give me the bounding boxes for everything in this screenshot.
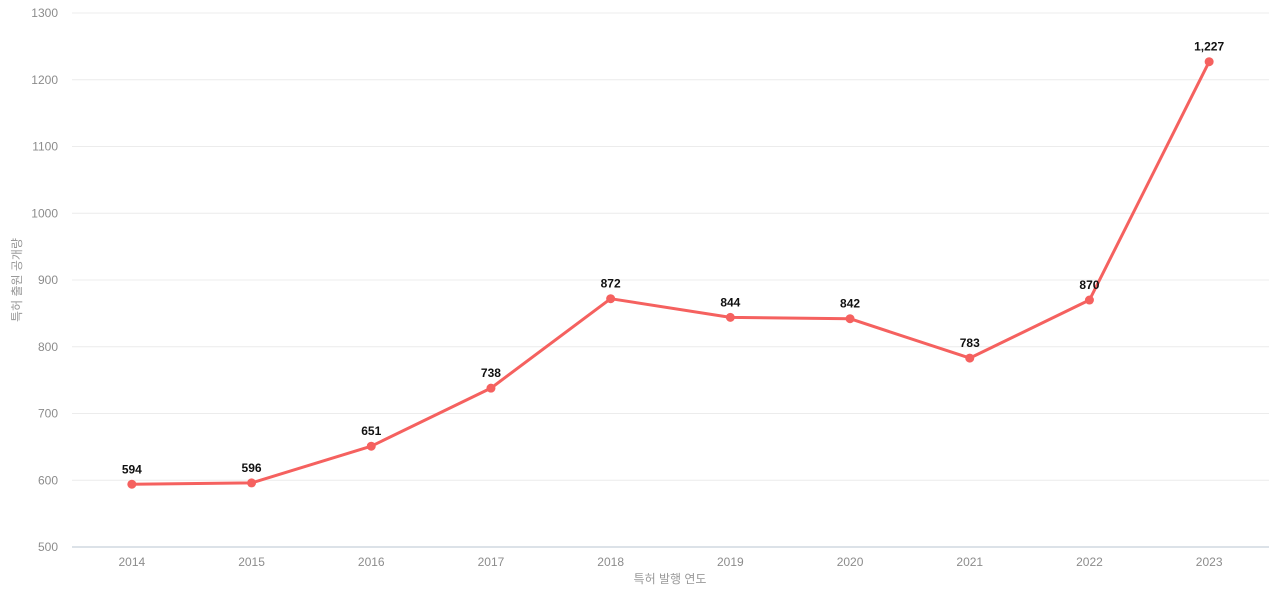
y-tick-label: 1100: [32, 140, 58, 154]
y-tick-label: 1300: [31, 6, 58, 20]
point-labels-layer: 594 596 651 738 872 844 842 783 870 1,227: [122, 40, 1225, 477]
x-tick-label: 2019: [717, 555, 744, 569]
x-tick-label: 2023: [1196, 555, 1223, 569]
y-ticks-layer: 500 600 700 800 900 1000 1100 1200 1300: [31, 6, 58, 554]
data-point[interactable]: [606, 294, 616, 304]
x-tick-label: 2016: [358, 555, 385, 569]
x-tick-label: 2017: [478, 555, 505, 569]
data-point-label: 738: [481, 366, 501, 380]
data-point[interactable]: [725, 312, 735, 322]
data-point-label: 844: [720, 295, 740, 309]
data-point-label: 872: [601, 277, 621, 291]
data-point[interactable]: [127, 479, 137, 489]
data-point[interactable]: [1204, 57, 1214, 67]
x-ticks-layer: 2014 2015 2016 2017 2018 2019 2020 2021 2022 2023: [118, 555, 1222, 569]
x-axis-title: 특허 발행 연도: [634, 571, 707, 586]
data-point-label: 596: [242, 461, 262, 475]
x-tick-label: 2015: [238, 555, 265, 569]
data-point[interactable]: [1084, 295, 1094, 305]
data-point-label: 783: [960, 336, 980, 350]
data-point-label: 842: [840, 297, 860, 311]
y-tick-label: 1000: [31, 206, 58, 220]
data-point[interactable]: [845, 314, 855, 324]
y-tick-label: 900: [38, 273, 58, 287]
series-line: [130, 60, 1211, 486]
x-tick-label: 2022: [1076, 555, 1103, 569]
y-tick-label: 600: [38, 473, 58, 487]
y-axis-title: 특허 출원 공개량: [10, 238, 24, 322]
x-tick-label: 2020: [837, 555, 864, 569]
y-tick-label: 500: [38, 540, 58, 554]
data-point-label: 870: [1079, 278, 1099, 292]
data-point-label: 1,227: [1194, 40, 1224, 54]
y-tick-label: 1200: [31, 73, 58, 87]
data-point[interactable]: [366, 441, 376, 451]
y-tick-label: 800: [38, 340, 58, 354]
data-point-label: 651: [361, 424, 381, 438]
y-tick-label: 700: [38, 407, 58, 421]
gridlines-layer: [72, 12, 1269, 548]
x-tick-label: 2018: [597, 555, 624, 569]
x-tick-label: 2014: [118, 555, 145, 569]
data-point-label: 594: [122, 462, 142, 476]
data-point[interactable]: [486, 383, 496, 393]
data-point[interactable]: [247, 478, 257, 488]
data-point[interactable]: [965, 353, 975, 363]
x-tick-label: 2021: [956, 555, 983, 569]
series-layer: [127, 57, 1214, 489]
